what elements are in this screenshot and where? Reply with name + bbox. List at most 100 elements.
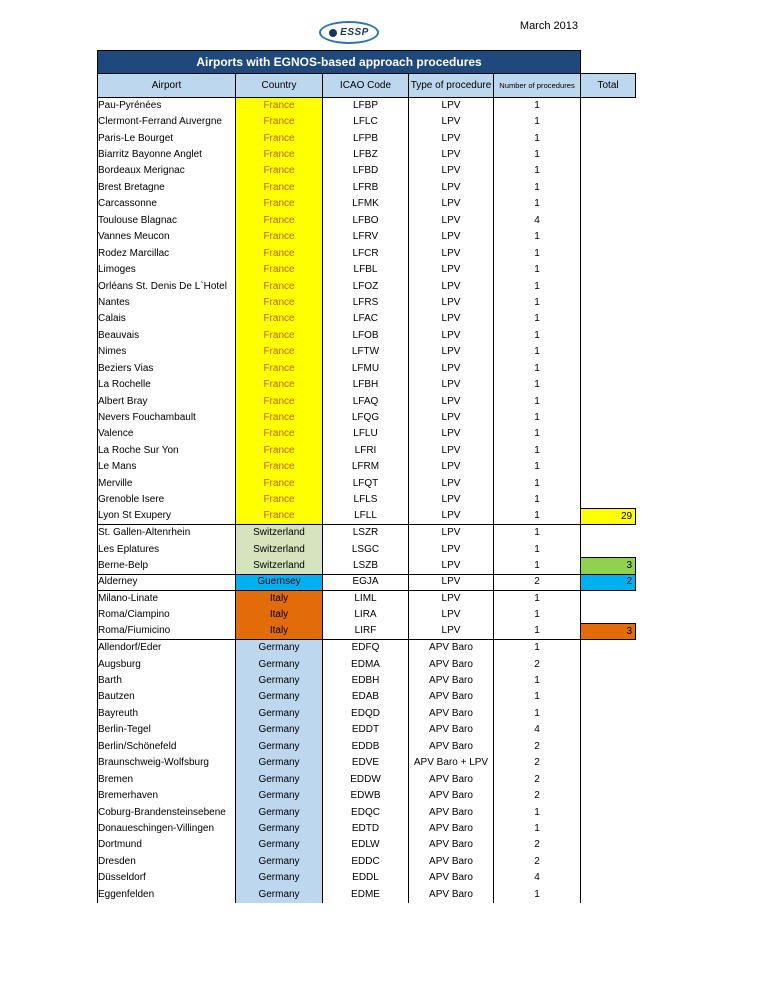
table-row: Berlin/Schönefeld Germany EDDB APV Baro 2 (97, 738, 636, 755)
table-row: Albert Bray France LFAQ LPV 1 (97, 393, 636, 410)
country-name: France (235, 294, 323, 312)
icao-code: LIRA (322, 607, 409, 624)
country-name: Germany (235, 804, 323, 821)
country-name: Germany (235, 738, 323, 755)
total-cell (580, 475, 636, 492)
procedure-count: 1 (493, 639, 582, 657)
procedure-count: 1 (493, 442, 582, 460)
country-name: Germany (235, 689, 323, 706)
procedure-count: 1 (493, 96, 582, 114)
procedure-type: APV Baro (408, 689, 494, 706)
country-name: France (235, 475, 323, 492)
total-cell: 3 (580, 622, 637, 641)
airport-name: Les Eplatures (97, 541, 236, 558)
icao-code: LFOB (322, 327, 409, 345)
country-name: France (235, 360, 323, 377)
airport-name: Brest Bretagne (97, 179, 236, 197)
icao-code: LIML (322, 590, 409, 608)
icao-code: LFTW (322, 344, 409, 361)
table-row: Clermont-Ferrand Auvergne France LFLC LPV 1 (97, 113, 636, 131)
table-row: Dortmund Germany EDLW APV Baro 2 (97, 837, 636, 854)
total-cell (580, 327, 636, 345)
column-header-icao: ICAO Code (322, 73, 409, 98)
procedure-type: LPV (408, 212, 494, 229)
country-name: France (235, 327, 323, 345)
country-name: France (235, 196, 323, 213)
country-name: Germany (235, 820, 323, 838)
procedure-type: LPV (408, 459, 494, 476)
airport-name: Roma/Fiumicino (97, 623, 236, 640)
icao-code: LFPB (322, 130, 409, 147)
icao-code: EDWB (322, 787, 409, 805)
procedure-count: 4 (493, 722, 582, 739)
country-name: France (235, 376, 323, 394)
procedure-type: LPV (408, 146, 494, 164)
total-cell (580, 245, 636, 262)
table-row: Bordeaux Merignac France LFBD LPV 1 (97, 163, 636, 180)
procedure-count: 1 (493, 245, 582, 262)
procedure-count: 1 (493, 426, 582, 443)
total-cell (580, 344, 636, 361)
table-row: Brest Bretagne France LFRB LPV 1 (97, 179, 636, 197)
procedure-type: APV Baro (408, 771, 494, 788)
procedure-count: 1 (493, 130, 582, 147)
country-name: Germany (235, 722, 323, 739)
procedure-type: APV Baro (408, 804, 494, 821)
country-name: France (235, 311, 323, 328)
icao-code: EDDC (322, 853, 409, 871)
table-row: Merville France LFQT LPV 1 (97, 475, 636, 492)
airport-name: St. Gallen-Altenrhein (97, 524, 236, 542)
table-row: Lyon St Exupery France LFLL LPV 1 29 (97, 507, 637, 526)
airport-name: Bayreuth (97, 705, 236, 723)
icao-code: LFLU (322, 426, 409, 443)
country-name: Switzerland (235, 557, 323, 575)
procedure-count: 4 (493, 870, 582, 887)
icao-code: LFBZ (322, 146, 409, 164)
total-cell (580, 294, 636, 312)
procedure-count: 1 (493, 672, 582, 690)
column-header-airport: Airport (97, 73, 236, 98)
procedure-count: 1 (493, 689, 582, 706)
table-row: Valence France LFLU LPV 1 (97, 426, 636, 443)
airport-name: Rodez Marcillac (97, 245, 236, 262)
table-row: Le Mans France LFRM LPV 1 (97, 459, 636, 476)
country-name: France (235, 409, 323, 427)
total-cell (580, 672, 636, 690)
icao-code: EDDT (322, 722, 409, 739)
procedure-type: LPV (408, 278, 494, 295)
procedure-type: LPV (408, 426, 494, 443)
table-row: Augsburg Germany EDMA APV Baro 2 (97, 656, 636, 673)
icao-code: LSZB (322, 557, 409, 575)
table-row: Calais France LFAC LPV 1 (97, 311, 636, 328)
icao-code: EDQD (322, 705, 409, 723)
procedure-type: LPV (408, 557, 494, 575)
procedure-count: 1 (493, 179, 582, 197)
total-cell (580, 541, 636, 558)
procedure-count: 1 (493, 409, 582, 427)
airport-name: Dresden (97, 853, 236, 871)
table-row: Limoges France LFBL LPV 1 (97, 261, 636, 279)
icao-code: LFRB (322, 179, 409, 197)
airport-name: Coburg-Brandensteinsebene (97, 804, 236, 821)
airport-name: Braunschweig-Wolfsburg (97, 755, 236, 772)
procedure-count: 1 (493, 607, 582, 624)
procedure-count: 2 (493, 787, 582, 805)
procedure-count: 1 (493, 557, 582, 575)
airport-name: Pau-Pyrénées (97, 96, 236, 114)
country-name: Germany (235, 705, 323, 723)
total-cell (580, 656, 636, 673)
airport-name: Nimes (97, 344, 236, 361)
icao-code: LFBL (322, 261, 409, 279)
country-name: France (235, 96, 323, 114)
total-cell (580, 459, 636, 476)
airport-name: Le Mans (97, 459, 236, 476)
country-name: France (235, 426, 323, 443)
country-name: Italy (235, 607, 323, 624)
country-name: France (235, 278, 323, 295)
country-name: Guernsey (235, 573, 323, 591)
procedure-type: LPV (408, 442, 494, 460)
table-row: Vannes Meucon France LFRV LPV 1 (97, 229, 636, 246)
country-name: France (235, 229, 323, 246)
procedure-type: LPV (408, 294, 494, 312)
icao-code: LFLS (322, 492, 409, 509)
